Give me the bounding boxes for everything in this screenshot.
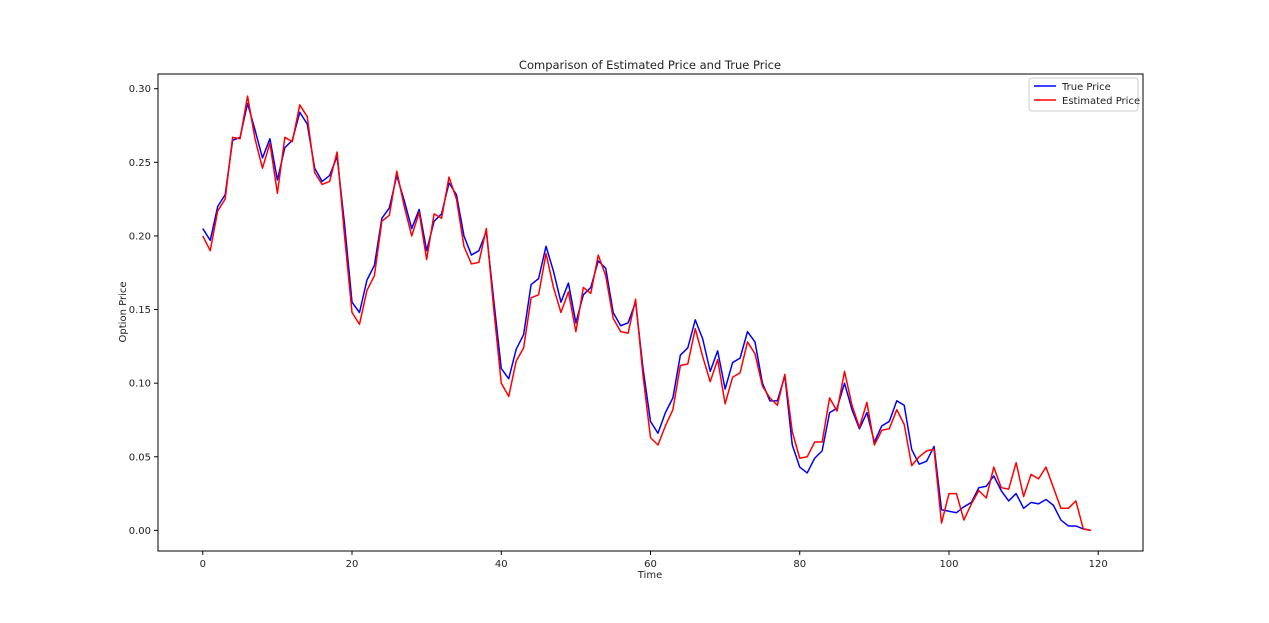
y-axis-label: Option Price (118, 282, 129, 343)
x-axis: 0 20 40 60 80 100 120 (200, 551, 1108, 570)
x-axis-label: Time (637, 570, 662, 581)
legend: True Price Estimated Price (1028, 77, 1140, 112)
legend-label-estimated-price: Estimated Price (1062, 96, 1140, 107)
x-tick-label: 0 (200, 559, 206, 570)
x-tick-label: 40 (495, 559, 508, 570)
x-tick-label: 60 (644, 559, 657, 570)
series-line-estimated-price (202, 95, 1091, 532)
chart-title: Comparison of Estimated Price and True P… (519, 58, 781, 72)
x-tick-label: 100 (939, 559, 958, 570)
y-axis: 0.00 0.05 0.10 0.15 0.20 0.25 0.30 (129, 84, 158, 537)
y-tick-label: 0.00 (129, 526, 151, 537)
y-tick-label: 0.30 (129, 84, 151, 95)
x-tick-label: 80 (793, 559, 806, 570)
y-tick-label: 0.20 (129, 231, 151, 242)
legend-box (1028, 77, 1139, 112)
y-tick-label: 0.05 (129, 452, 151, 463)
x-tick-label: 120 (1089, 559, 1108, 570)
plot-area (202, 95, 1091, 532)
legend-label-true-price: True Price (1061, 82, 1111, 93)
y-tick-label: 0.10 (129, 379, 151, 390)
series-line-true-price (202, 102, 1091, 532)
x-tick-label: 20 (346, 559, 359, 570)
y-tick-label: 0.25 (129, 158, 151, 169)
y-tick-label: 0.15 (129, 305, 151, 316)
